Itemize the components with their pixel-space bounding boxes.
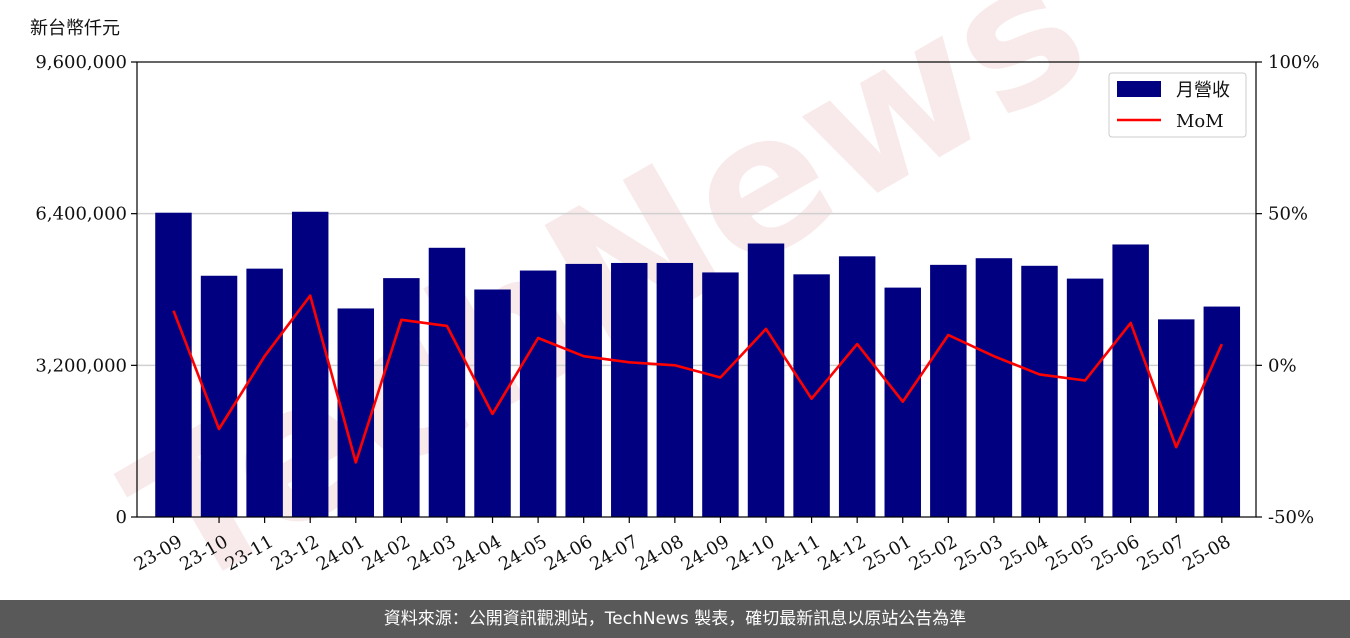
left-tick-label: 3,200,000 bbox=[35, 355, 127, 376]
mom-line bbox=[172, 294, 1223, 464]
revenue-bar bbox=[565, 263, 602, 517]
x-tick-label: 25-07 bbox=[1133, 531, 1188, 575]
legend-line-label: MoM bbox=[1176, 111, 1224, 132]
x-tick-label: 24-08 bbox=[632, 531, 687, 575]
x-tick-label: 24-03 bbox=[404, 531, 459, 575]
right-tick-label: 0% bbox=[1268, 355, 1297, 376]
x-tick-label: 24-10 bbox=[723, 531, 778, 575]
mom-line-series bbox=[172, 294, 1223, 464]
revenue-bar bbox=[1112, 244, 1149, 518]
revenue-bar bbox=[246, 268, 283, 517]
revenue-bar bbox=[519, 270, 557, 517]
legend: 月營收 MoM bbox=[1108, 72, 1247, 138]
source-footer: 資料來源：公開資訊觀測站，TechNews 製表，確切最新訊息以原站公告為準 bbox=[0, 600, 1350, 638]
revenue-bar bbox=[975, 258, 1013, 517]
left-tick-label: 6,400,000 bbox=[35, 204, 127, 225]
revenue-bar bbox=[656, 262, 694, 517]
revenue-bar bbox=[155, 212, 192, 517]
revenue-bar bbox=[428, 247, 466, 517]
revenue-bar bbox=[383, 278, 420, 517]
revenue-bar bbox=[291, 211, 329, 518]
x-tick-label: 24-07 bbox=[586, 531, 641, 575]
revenue-bar bbox=[474, 289, 511, 517]
right-tick-label: 50% bbox=[1268, 204, 1308, 225]
right-tick-label: 100% bbox=[1268, 52, 1319, 73]
x-tick-label: 24-11 bbox=[769, 531, 824, 575]
revenue-bar bbox=[337, 308, 375, 517]
revenue-bar bbox=[930, 264, 967, 517]
x-tick-label: 25-03 bbox=[951, 531, 1006, 575]
left-tick-label: 0 bbox=[116, 507, 127, 528]
x-tick-label: 25-02 bbox=[905, 531, 960, 575]
legend-bar-label: 月營收 bbox=[1176, 80, 1230, 101]
revenue-bar bbox=[702, 272, 739, 517]
plot-frame bbox=[136, 61, 1257, 518]
x-tick-label: 24-06 bbox=[541, 531, 596, 575]
revenue-bar bbox=[1203, 306, 1241, 517]
revenue-bar bbox=[793, 274, 830, 517]
x-tick-label: 24-04 bbox=[450, 531, 505, 575]
revenue-bar bbox=[1021, 265, 1058, 517]
x-tick-label: 24-05 bbox=[495, 531, 550, 575]
x-tick-label: 25-05 bbox=[1042, 531, 1097, 575]
revenue-bar bbox=[838, 256, 876, 517]
left-tick-label: 9,600,000 bbox=[35, 52, 127, 73]
right-axis-ticks: -50% 0% 50% 100% bbox=[1256, 52, 1319, 528]
legend-bar-swatch bbox=[1117, 81, 1161, 97]
x-tick-label: 25-08 bbox=[1179, 531, 1234, 575]
right-tick-label: -50% bbox=[1268, 507, 1314, 528]
x-tick-label: 25-01 bbox=[860, 531, 915, 575]
revenue-bar bbox=[1066, 278, 1104, 517]
revenue-bar bbox=[611, 262, 648, 517]
y-axis-unit-label: 新台幣仟元 bbox=[30, 18, 120, 39]
revenue-bar bbox=[747, 243, 785, 517]
x-tick-label: 24-09 bbox=[678, 531, 733, 575]
x-tick-label: 25-06 bbox=[1088, 531, 1143, 575]
left-axis-ticks: 0 3,200,000 6,400,000 9,600,000 bbox=[35, 52, 137, 528]
bar-series bbox=[155, 211, 1241, 518]
x-tick-label: 24-12 bbox=[814, 531, 869, 575]
x-tick-label: 25-04 bbox=[997, 531, 1052, 575]
